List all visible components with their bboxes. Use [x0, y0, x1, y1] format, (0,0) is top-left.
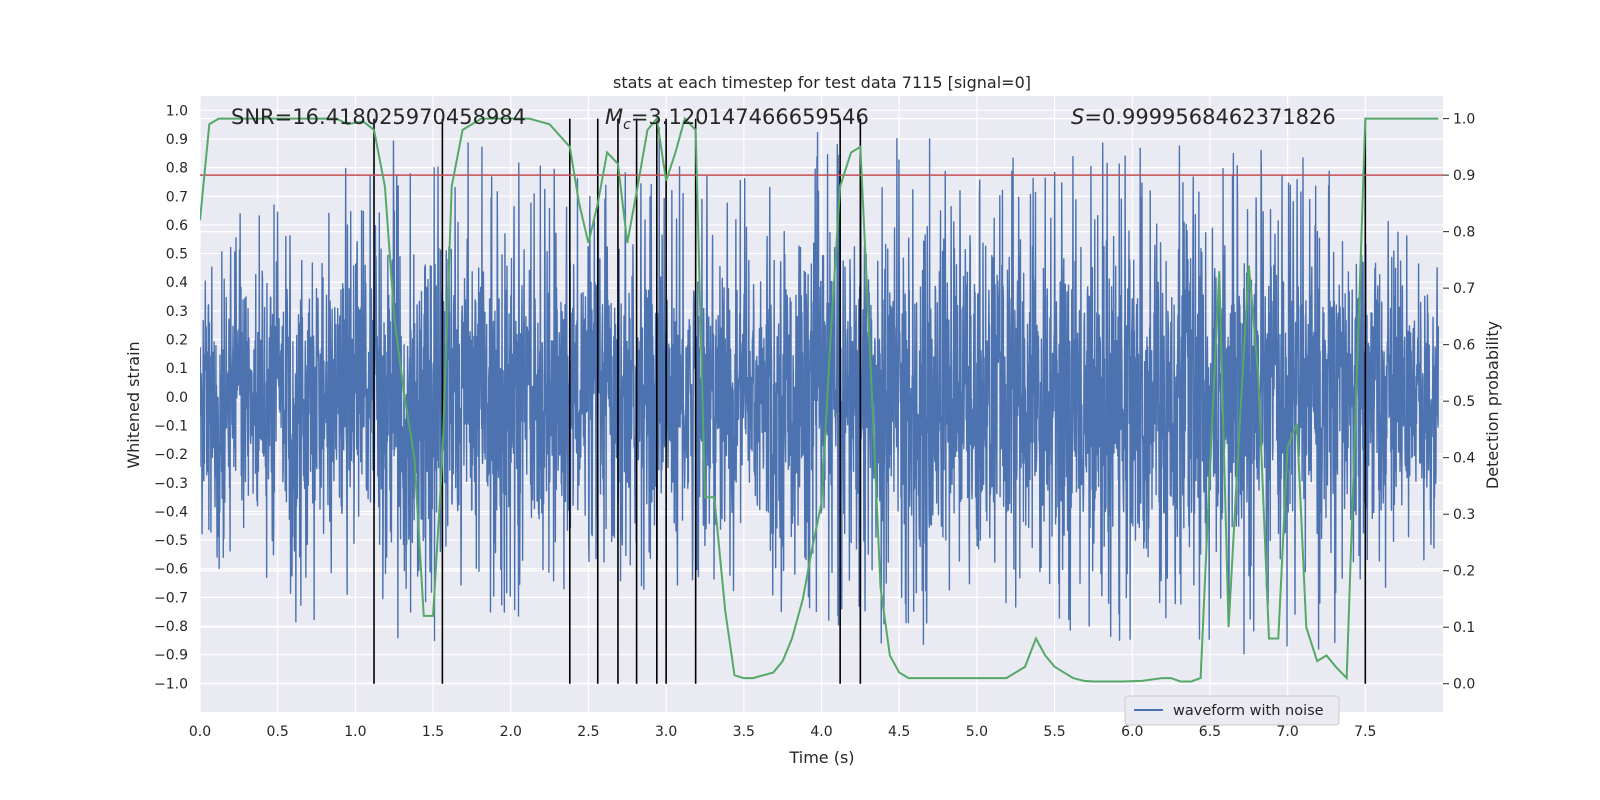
snr-annotation: SNR=16.418025970458984	[231, 105, 526, 129]
y-right-tick-label: 0.9	[1453, 168, 1475, 184]
x-tick-label: 1.5	[422, 724, 444, 740]
s-symbol: S	[1071, 105, 1084, 129]
y-left-tick-label: −0.9	[154, 648, 188, 664]
y-right-axis-label: Detection probability	[1483, 321, 1502, 489]
x-tick-label: 4.5	[888, 724, 910, 740]
y-left-tick-label: 0.5	[166, 247, 188, 263]
x-tick-label: 4.0	[810, 724, 832, 740]
chirp-mass-annotation: Mc=3.120147466659546	[605, 105, 869, 133]
legend-label: waveform with noise	[1173, 703, 1324, 719]
chirp-mass-subscript: c	[623, 117, 631, 133]
waveform-series	[200, 127, 1440, 655]
y-right-axis-ticks: 1.0 0.9 0.8 0.7 0.6 0.5 0.4 0.3 0.2 0.1 0.0	[1443, 112, 1475, 693]
y-left-tick-label: −0.8	[154, 619, 188, 635]
chirp-mass-value: =3.120147466659546	[631, 105, 869, 129]
y-right-tick-label: 0.1	[1453, 620, 1475, 636]
x-tick-label: 1.0	[344, 724, 366, 740]
y-left-tick-label: 0.9	[166, 132, 188, 148]
y-left-tick-label: 0.0	[166, 390, 188, 406]
x-tick-label: 0.5	[267, 724, 289, 740]
y-left-axis-label: Whitened strain	[124, 341, 143, 468]
y-left-axis-ticks: 1.0 0.9 0.8 0.7 0.6 0.5 0.4 0.3 0.2 0.1 0.0 −0.1 −0.…	[154, 103, 188, 692]
x-tick-label: 0.0	[189, 724, 211, 740]
x-tick-label: 5.0	[966, 724, 988, 740]
s-annotation: S=0.9999568462371826	[1071, 105, 1336, 129]
y-right-tick-label: 0.5	[1453, 394, 1475, 410]
legend: waveform with noise	[1124, 695, 1340, 726]
s-value: =0.9999568462371826	[1084, 105, 1335, 129]
x-tick-label: 3.0	[655, 724, 677, 740]
x-tick-label: 3.5	[733, 724, 755, 740]
y-left-tick-label: −0.4	[154, 504, 188, 520]
y-left-tick-label: 0.6	[166, 218, 188, 234]
y-left-tick-label: 0.2	[166, 333, 188, 349]
waveform-with-noise-line	[200, 127, 1440, 655]
x-tick-label: 6.5	[1199, 724, 1221, 740]
y-right-tick-label: 0.0	[1453, 677, 1475, 693]
x-tick-label: 5.5	[1043, 724, 1065, 740]
y-right-tick-label: 0.4	[1453, 451, 1475, 467]
detection-probability-line	[200, 116, 1439, 683]
x-tick-label: 2.0	[500, 724, 522, 740]
x-tick-label: 2.5	[577, 724, 599, 740]
y-left-tick-label: −0.3	[154, 476, 188, 492]
y-right-tick-label: 0.6	[1453, 338, 1475, 354]
y-left-tick-label: 0.8	[166, 161, 188, 177]
legend-box	[1124, 695, 1340, 726]
y-left-tick-label: −0.1	[154, 418, 188, 434]
x-tick-label: 7.0	[1276, 724, 1298, 740]
chart-title: stats at each timestep for test data 711…	[613, 73, 1031, 92]
x-axis-label: Time (s)	[788, 748, 854, 767]
y-left-tick-label: 1.0	[166, 103, 188, 119]
y-right-tick-label: 0.8	[1453, 225, 1475, 241]
y-left-tick-label: 0.7	[166, 189, 188, 205]
y-left-tick-label: −1.0	[154, 676, 188, 692]
y-left-tick-label: 0.1	[166, 361, 188, 377]
x-tick-label: 6.0	[1121, 724, 1143, 740]
x-axis-ticks: 0.0 0.5 1.0 1.5 2.0 2.5 3.0 3.5 4.0 4.5 5.0 5.5 6.0 6…	[189, 724, 1377, 740]
x-tick-label: 7.5	[1354, 724, 1376, 740]
y-right-tick-label: 1.0	[1453, 112, 1475, 128]
y-left-tick-label: 0.4	[166, 275, 188, 291]
y-left-tick-label: −0.5	[154, 533, 188, 549]
y-left-tick-label: −0.6	[154, 562, 188, 578]
y-right-tick-label: 0.7	[1453, 281, 1475, 297]
y-left-tick-label: −0.2	[154, 447, 188, 463]
y-right-tick-label: 0.3	[1453, 507, 1475, 523]
detection-lines	[373, 118, 1367, 684]
y-left-tick-label: 0.3	[166, 304, 188, 320]
chirp-mass-symbol: M	[605, 105, 623, 129]
y-left-tick-label: −0.7	[154, 590, 188, 606]
y-right-tick-label: 0.2	[1453, 564, 1475, 580]
